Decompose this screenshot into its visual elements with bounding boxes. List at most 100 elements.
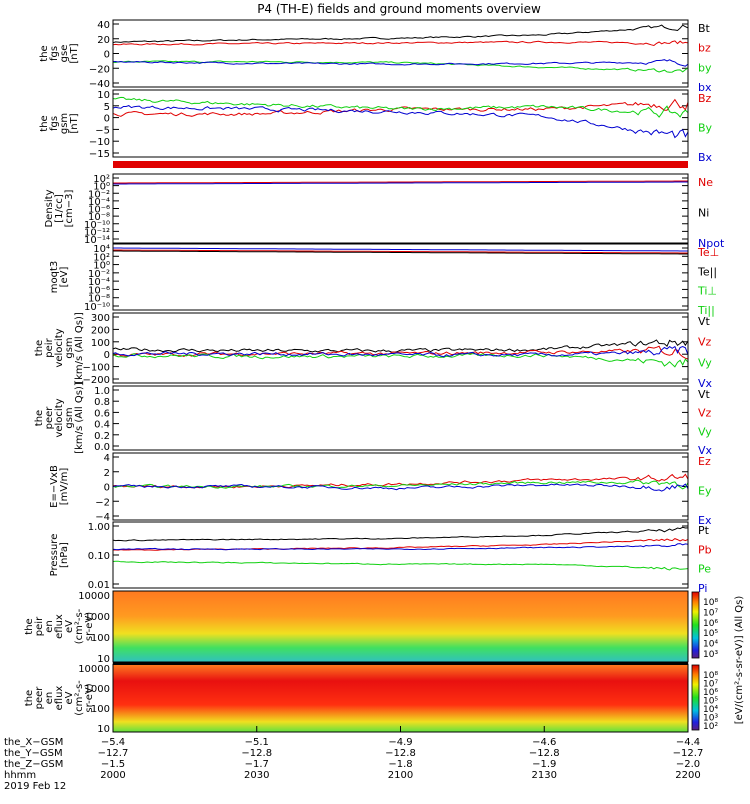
panel-efield: 4 2 0 −2 −4 E=−VxB [mV/m] Ez Ey Ex: [49, 453, 712, 527]
y-axis-label: [1/cc]: [54, 194, 65, 223]
y-tick-label: 10⁻⁴: [88, 197, 110, 208]
y-tick-label: 10⁻¹⁴: [84, 235, 110, 246]
pressure-series-pe: [112, 560, 689, 571]
y-tick-label: 0: [104, 350, 110, 361]
y-axis-label: gsm: [64, 337, 75, 358]
y-axis-label: the: [34, 410, 45, 426]
y-tick-label: 10⁻¹²: [84, 227, 110, 238]
panel-fgs: 40 20 0 −20 −40 the fgs gse [nT] Bt bz by bx: [39, 20, 712, 94]
x-tick-label: −12.8: [241, 748, 272, 759]
y-axis-label: [km/s (All Qs)]: [74, 312, 85, 384]
legend-vz: Vz: [698, 407, 712, 420]
peir_vel-series-vt: [112, 339, 689, 353]
y-tick-label: 10⁻⁶: [88, 205, 110, 216]
x-row-label: the_X−GSM: [4, 737, 63, 748]
log-trace: [113, 181, 688, 185]
colorbar-label: [eV/(cm²-s-sr-eV)] (All Qs): [734, 596, 745, 725]
y-tick-label: 100: [91, 633, 110, 644]
y-tick-label: 0.10: [88, 551, 110, 562]
y-axis-label: moqt3: [49, 261, 60, 294]
y-axis-label: sr-eV): [84, 683, 95, 712]
x-tick-label: 2100: [388, 770, 413, 781]
legend-vy: Vy: [698, 425, 712, 438]
peir_vel-series-vx: [112, 345, 689, 358]
panel-frame: [112, 521, 689, 589]
legend-bz: Bz: [698, 92, 712, 105]
y-axis-label: eV: [64, 691, 75, 704]
legend-ex: Ex: [698, 514, 712, 527]
x-tick-label: 2130: [532, 770, 557, 781]
y-axis-label: velocity: [54, 398, 65, 437]
y-tick-label: 2: [104, 468, 110, 479]
y-tick-label: 300: [91, 313, 110, 324]
x-tick-label: −4.4: [676, 737, 700, 748]
panel-frame: [112, 385, 689, 451]
y-tick-label: 10²: [93, 252, 110, 263]
legend-vy: Vy: [698, 356, 712, 369]
panel-peer_vel: 1.00.80.60.40.20.0 the peer velocity gsm [km/…: [34, 382, 713, 457]
y-axis-label: (cm²-s-: [74, 608, 85, 644]
peir_vel-series-vz: [112, 345, 689, 360]
x-tick-label: −5.1: [245, 737, 269, 748]
y-tick-label: 10⁻⁸: [88, 294, 110, 305]
log-trace: [113, 249, 688, 254]
y-axis-label: velocity: [54, 328, 65, 367]
y-axis-label: [mV/m]: [59, 468, 70, 506]
colorbar-tick-label: 10⁷: [703, 680, 718, 690]
x-row-label: the_Z−GSM: [4, 759, 63, 770]
colorbar-tick-label: 10⁶: [703, 688, 718, 698]
x-row-label: the_Y−GSM: [4, 748, 63, 759]
x-row-label: 2019 Feb 12: [4, 781, 66, 792]
panel-frame: [112, 590, 689, 663]
y-tick-label: −20: [89, 64, 110, 75]
x-tick-label: −12.8: [385, 748, 416, 759]
colorbar-tick-label: 10⁷: [703, 608, 718, 618]
legend-by: By: [698, 122, 713, 135]
y-tick-label: 10: [97, 654, 110, 665]
y-axis-label: eflux: [54, 614, 65, 639]
y-tick-label: 0.2: [94, 431, 110, 442]
y-tick-label: 10⁻²: [88, 269, 110, 280]
y-axis-label: [nPa]: [59, 542, 70, 568]
y-axis-label: gsm: [64, 407, 75, 428]
x-row-label: hhmm: [4, 770, 36, 781]
panel-frame: [112, 243, 689, 311]
legend-bx: Bx: [698, 151, 713, 164]
y-tick-label: 0.8: [94, 397, 110, 408]
y-axis-label: [km/s (All Qs)]: [74, 382, 85, 454]
colorbar-tick-label: 10⁴: [703, 705, 718, 715]
x-tick-label: −5.4: [101, 737, 125, 748]
y-axis-label: the: [39, 115, 50, 131]
y-axis-label: [eV]: [59, 267, 70, 288]
y-tick-label: 10⁰: [93, 182, 110, 193]
y-tick-label: 10⁴: [93, 244, 110, 255]
y-tick-label: 10⁰: [93, 261, 110, 272]
y-axis-label: the: [34, 340, 45, 356]
legend-ne: Ne: [698, 176, 713, 189]
y-axis-label: en: [44, 692, 55, 705]
panel-pressure: 1.00 0.10 0.01 Pressure [nPa] Pt Pb Pe Pi: [49, 522, 712, 595]
y-tick-label: 0.01: [88, 580, 110, 591]
colorbar-tick-label: 10²: [703, 722, 718, 732]
y-axis-label: gse: [59, 45, 70, 63]
y-axis-label: (cm²-s-: [74, 680, 85, 716]
legend-ez: Ez: [698, 455, 711, 468]
legend-ey: Ey: [698, 485, 712, 498]
panel-peer_eflux: 10000 1000 100 10 the peer en eflux eV (cm²-s-sr-…: [24, 664, 688, 735]
x-tick-label: −2.0: [676, 759, 700, 770]
panel-frame: [112, 312, 689, 384]
y-axis-label: the: [39, 45, 50, 61]
y-tick-label: 20: [97, 35, 110, 46]
x-tick-label: 2030: [244, 770, 269, 781]
y-axis-label: [nT]: [69, 113, 80, 133]
log-trace: [113, 180, 688, 184]
y-tick-label: 5: [104, 102, 110, 113]
legend-ni: Ni: [698, 207, 709, 220]
y-tick-label: 1000: [85, 684, 110, 695]
legend-pe: Pe: [698, 563, 711, 576]
y-tick-label: −200: [83, 375, 110, 386]
x-tick-label: −1.7: [245, 759, 269, 770]
